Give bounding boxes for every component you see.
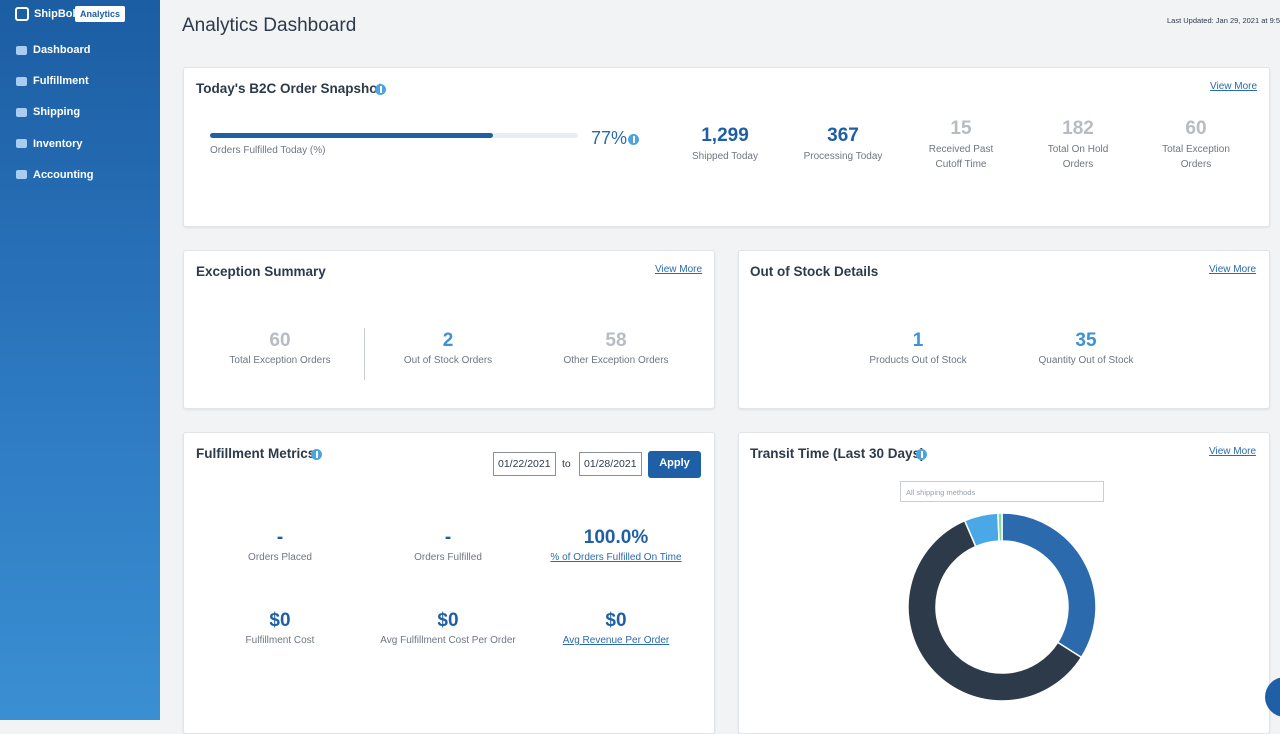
stat-label: Processing Today <box>803 151 883 162</box>
card-title: Out of Stock Details <box>750 264 879 279</box>
stat-value: 100.0% <box>583 527 649 548</box>
exception-card <box>183 250 715 409</box>
view-more[interactable]: View More <box>1210 81 1258 92</box>
stat-label: Shipped Today <box>692 151 758 162</box>
stat-value: 1 <box>912 330 924 351</box>
donut-chart <box>907 512 1097 702</box>
last-updated: Last Updated: Jan 29, 2021 at 9:5 <box>1167 16 1280 25</box>
stat-value: 60 <box>269 330 291 351</box>
card-title: Fulfillment Metrics <box>196 446 316 461</box>
stat-value: $0 <box>437 610 459 631</box>
stat-value: 2 <box>442 330 454 351</box>
shipping-select[interactable]: All shipping methods <box>900 481 1104 502</box>
card-title: Exception Summary <box>196 264 326 279</box>
stat-value: 60 <box>1185 118 1207 139</box>
stat-value: - <box>444 527 452 548</box>
card-title: Today's B2C Order Snapshot <box>196 81 382 96</box>
to-label: to <box>562 458 571 470</box>
badge: Analytics <box>75 6 126 22</box>
nav-item[interactable]: Shipping <box>33 106 81 118</box>
stat-label: Orders Placed <box>248 552 312 563</box>
fulfillment-card <box>183 432 715 734</box>
stat-value: 15 <box>950 118 972 139</box>
nav-item[interactable]: Inventory <box>33 138 83 150</box>
stat-label: Total Exception Orders <box>1162 144 1230 170</box>
progress-caption: Orders Fulfilled Today (%) <box>210 145 326 156</box>
stat-value: 58 <box>605 330 627 351</box>
progress-track <box>210 133 578 138</box>
logo <box>15 7 29 21</box>
stat-label: Avg Fulfillment Cost Per Order <box>380 635 516 646</box>
stat-value: 182 <box>1062 118 1094 139</box>
sidebar: ShipBob Analytics Dashboard Fulfillment … <box>0 0 160 720</box>
stat-link[interactable]: % of Orders Fulfilled On Time <box>550 552 682 563</box>
nav-item[interactable]: Accounting <box>33 169 94 181</box>
stat-label: Out of Stock Orders <box>403 355 493 366</box>
stat-label: Products Out of Stock <box>869 355 967 366</box>
stat-value: 35 <box>1075 330 1097 351</box>
view-more[interactable]: View More <box>1209 446 1257 457</box>
stat-value: - <box>276 527 284 548</box>
stat-label: Fulfillment Cost <box>245 635 315 646</box>
donut-segment <box>907 519 1083 702</box>
donut-segment <box>997 512 1003 542</box>
stat-label: Other Exception Orders <box>563 355 669 366</box>
stat-label: Total Exception Orders <box>229 355 331 366</box>
date-from[interactable]: 01/22/2021 <box>493 452 556 476</box>
stat-label: Quantity Out of Stock <box>1038 355 1134 366</box>
divider <box>364 328 365 380</box>
stat-value: $0 <box>269 610 291 631</box>
progress-bar <box>210 133 494 138</box>
nav-item[interactable]: Dashboard <box>33 44 91 56</box>
chat-button[interactable] <box>1265 677 1280 717</box>
view-more[interactable]: View More <box>1209 264 1257 275</box>
stat-value: 367 <box>827 125 859 146</box>
out-of-stock-card <box>738 250 1270 409</box>
progress-label: 77% <box>591 128 628 148</box>
donut-segment <box>1001 512 1097 659</box>
nav-item[interactable]: Fulfillment <box>33 75 89 87</box>
select-text: All shipping methods <box>906 488 976 497</box>
date-to[interactable]: 01/28/2021 <box>579 452 642 476</box>
brand: ShipBob <box>34 8 80 20</box>
snapshot-card <box>183 67 1270 227</box>
stat-label: Orders Fulfilled <box>414 552 482 563</box>
stat-value: $0 <box>605 610 627 631</box>
card-title: Transit Time (Last 30 Days) <box>750 446 925 461</box>
stat-link[interactable]: Avg Revenue Per Order <box>562 635 670 646</box>
stat-label: Received Past Cutoff Time <box>928 144 994 170</box>
stat-value: 1,299 <box>701 125 749 146</box>
page-title: Analytics Dashboard <box>182 15 357 36</box>
apply-button[interactable]: Apply <box>648 451 701 478</box>
stat-label: Total On Hold Orders <box>1047 144 1109 170</box>
view-more[interactable]: View More <box>655 264 703 275</box>
